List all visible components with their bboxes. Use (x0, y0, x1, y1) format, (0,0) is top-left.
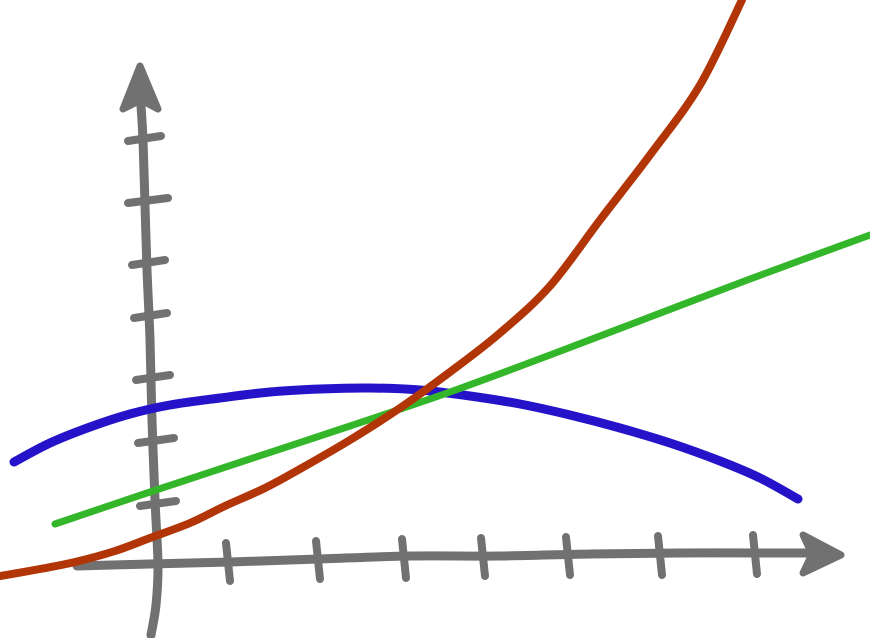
y-axis-arrowhead-icon (119, 62, 162, 113)
x-axis-line (72, 548, 811, 571)
x-axis-tick (654, 532, 666, 579)
green-curve (51, 231, 870, 528)
y-axis-line (136, 101, 163, 638)
x-axis-tick (562, 533, 574, 579)
y-axis-tick (130, 309, 171, 322)
x-axis-tick (749, 531, 761, 578)
x-axis-tick (477, 534, 489, 580)
x-axis-tick (312, 537, 324, 583)
x-axis-arrowhead-icon (799, 531, 845, 577)
blue-curve (9, 383, 803, 504)
y-axis-tick (124, 132, 165, 145)
y-axis-tick (128, 256, 169, 269)
y-axis-tick (134, 434, 178, 447)
x-axis-tick (222, 539, 234, 585)
y-axis-tick (136, 497, 180, 510)
y-axis-tick (132, 371, 174, 384)
red-curve (0, 0, 746, 581)
x-axis-tick (398, 535, 410, 582)
y-axis-tick (124, 194, 172, 207)
